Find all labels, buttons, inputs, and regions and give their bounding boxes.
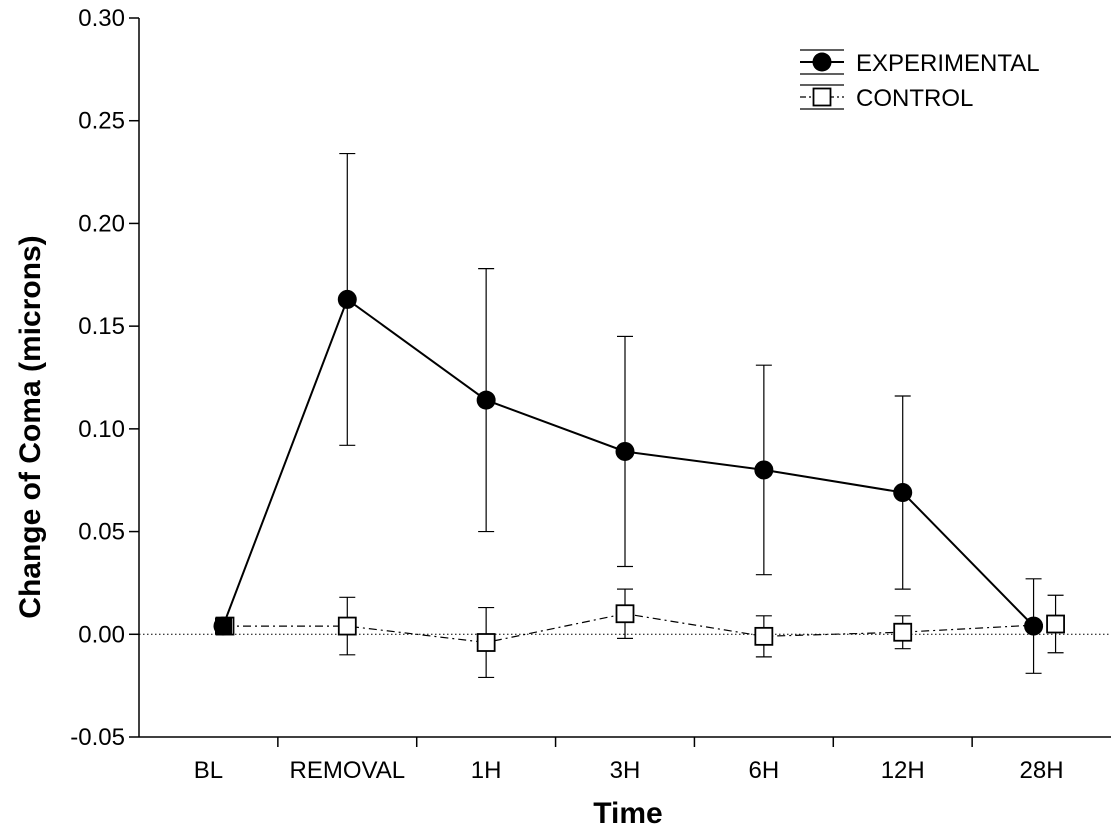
experimental-point [754, 460, 774, 480]
x-tick-label: 28H [1020, 757, 1064, 784]
x-tick-label: 12H [881, 757, 925, 784]
experimental-point [1024, 616, 1044, 636]
y-tick-label: 0.00 [78, 621, 125, 648]
control-point [337, 616, 357, 636]
legend: EXPERIMENTAL CONTROL [800, 49, 1040, 112]
experimental-point [615, 441, 635, 461]
control-point [893, 622, 913, 642]
y-tick-label: 0.20 [78, 210, 125, 237]
experimental-point [337, 289, 357, 309]
legend-marker-experimental [812, 52, 832, 72]
x-axis-title: Time [593, 797, 662, 830]
experimental-point [893, 483, 913, 503]
axes: -0.05 0.00 0.05 0.10 0.15 0.20 0.25 0.30 BL REMOV… [70, 5, 1111, 784]
x-tick-label: 6H [749, 757, 780, 784]
baseline-point [215, 617, 232, 635]
y-tick-label: 0.10 [78, 416, 125, 443]
experimental-series-line [222, 297, 1035, 627]
x-tick-label: BL [194, 757, 223, 784]
y-axis-title: Change of Coma (microns) [14, 235, 47, 618]
experimental-point [476, 390, 496, 410]
x-tick-label: 3H [610, 757, 641, 784]
y-tick-label: 0.25 [78, 108, 125, 135]
control-point [754, 626, 774, 646]
x-tick-label: REMOVAL [289, 757, 405, 784]
control-point [1046, 614, 1065, 634]
y-tick-label: 0.05 [78, 519, 125, 546]
legend-label: EXPERIMENTAL [856, 50, 1040, 77]
y-tick-label: -0.05 [70, 724, 125, 751]
y-tick-label: 0.15 [78, 313, 125, 340]
legend-marker-control [812, 87, 832, 107]
y-tick-label: 0.30 [78, 5, 125, 32]
plot-area [139, 152, 1111, 679]
legend-label: CONTROL [856, 85, 973, 112]
control-point [615, 604, 635, 624]
x-tick-label: 1H [471, 757, 502, 784]
control-point [476, 633, 496, 652]
